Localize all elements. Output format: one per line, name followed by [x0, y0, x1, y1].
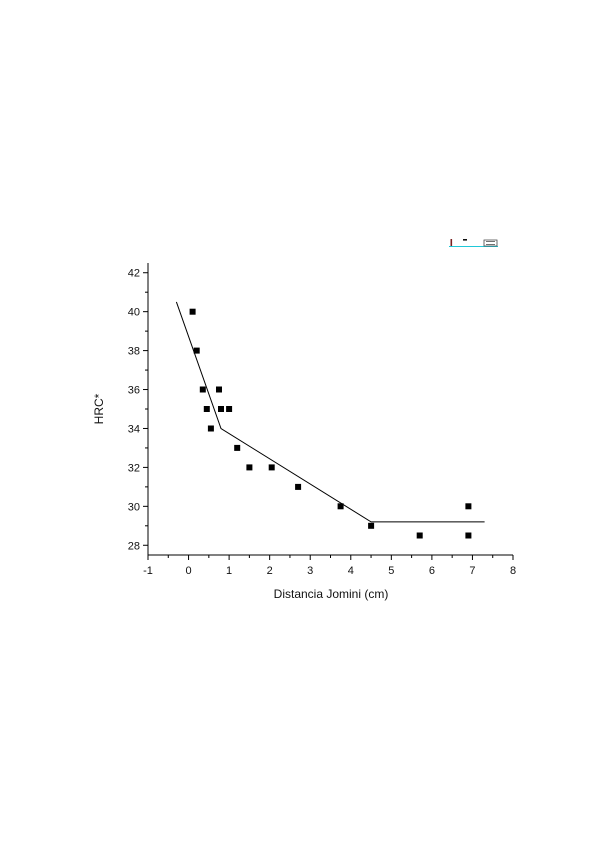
x-tick-label: 3: [307, 565, 313, 577]
data-point: [234, 444, 241, 451]
data-point: [295, 483, 302, 490]
fit-line-layer: [175, 301, 485, 523]
data-point: [246, 464, 253, 471]
x-tick-label: 6: [429, 565, 435, 577]
y-axis-title: HRC*: [92, 393, 106, 424]
legend-fragment: [449, 239, 498, 247]
y-tick-label: 38: [128, 346, 140, 358]
data-point: [216, 386, 222, 393]
y-tick-label: 40: [128, 307, 140, 319]
y-tick-label: 34: [128, 423, 140, 435]
data-point: [465, 503, 472, 510]
data-point: [189, 308, 196, 315]
x-tick-label: 7: [469, 565, 475, 577]
x-tick-label: 1: [226, 565, 232, 577]
y-tick-label: 36: [128, 385, 140, 397]
legend-mark-icon: [450, 239, 453, 246]
x-tick-label: 8: [510, 565, 516, 577]
data-point: [218, 406, 224, 412]
y-tick-label: 28: [128, 540, 140, 552]
x-axis-title: Distancia Jomini (cm): [274, 587, 389, 601]
y-tick-label: 30: [128, 501, 140, 513]
data-point: [337, 503, 344, 510]
x-tick-label: -1: [143, 565, 153, 577]
points-layer: [189, 308, 472, 539]
x-tick-label: 4: [348, 565, 354, 577]
y-tick-label: 32: [128, 462, 140, 474]
data-point: [226, 406, 233, 412]
data-point: [203, 406, 210, 412]
legend-glyph-icon: [483, 239, 498, 247]
data-point: [416, 532, 423, 539]
legend-dash-icon: [463, 239, 467, 241]
x-tick-label: 5: [388, 565, 394, 577]
y-tick-label: 42: [128, 268, 140, 280]
data-point: [368, 522, 375, 529]
data-point: [207, 425, 214, 432]
x-tick-label: 2: [267, 565, 273, 577]
data-point: [199, 386, 206, 393]
data-point: [465, 532, 472, 539]
x-tick-label: 0: [185, 565, 191, 577]
fit-line: [175, 301, 485, 523]
data-point: [193, 347, 200, 354]
data-point: [268, 464, 275, 471]
